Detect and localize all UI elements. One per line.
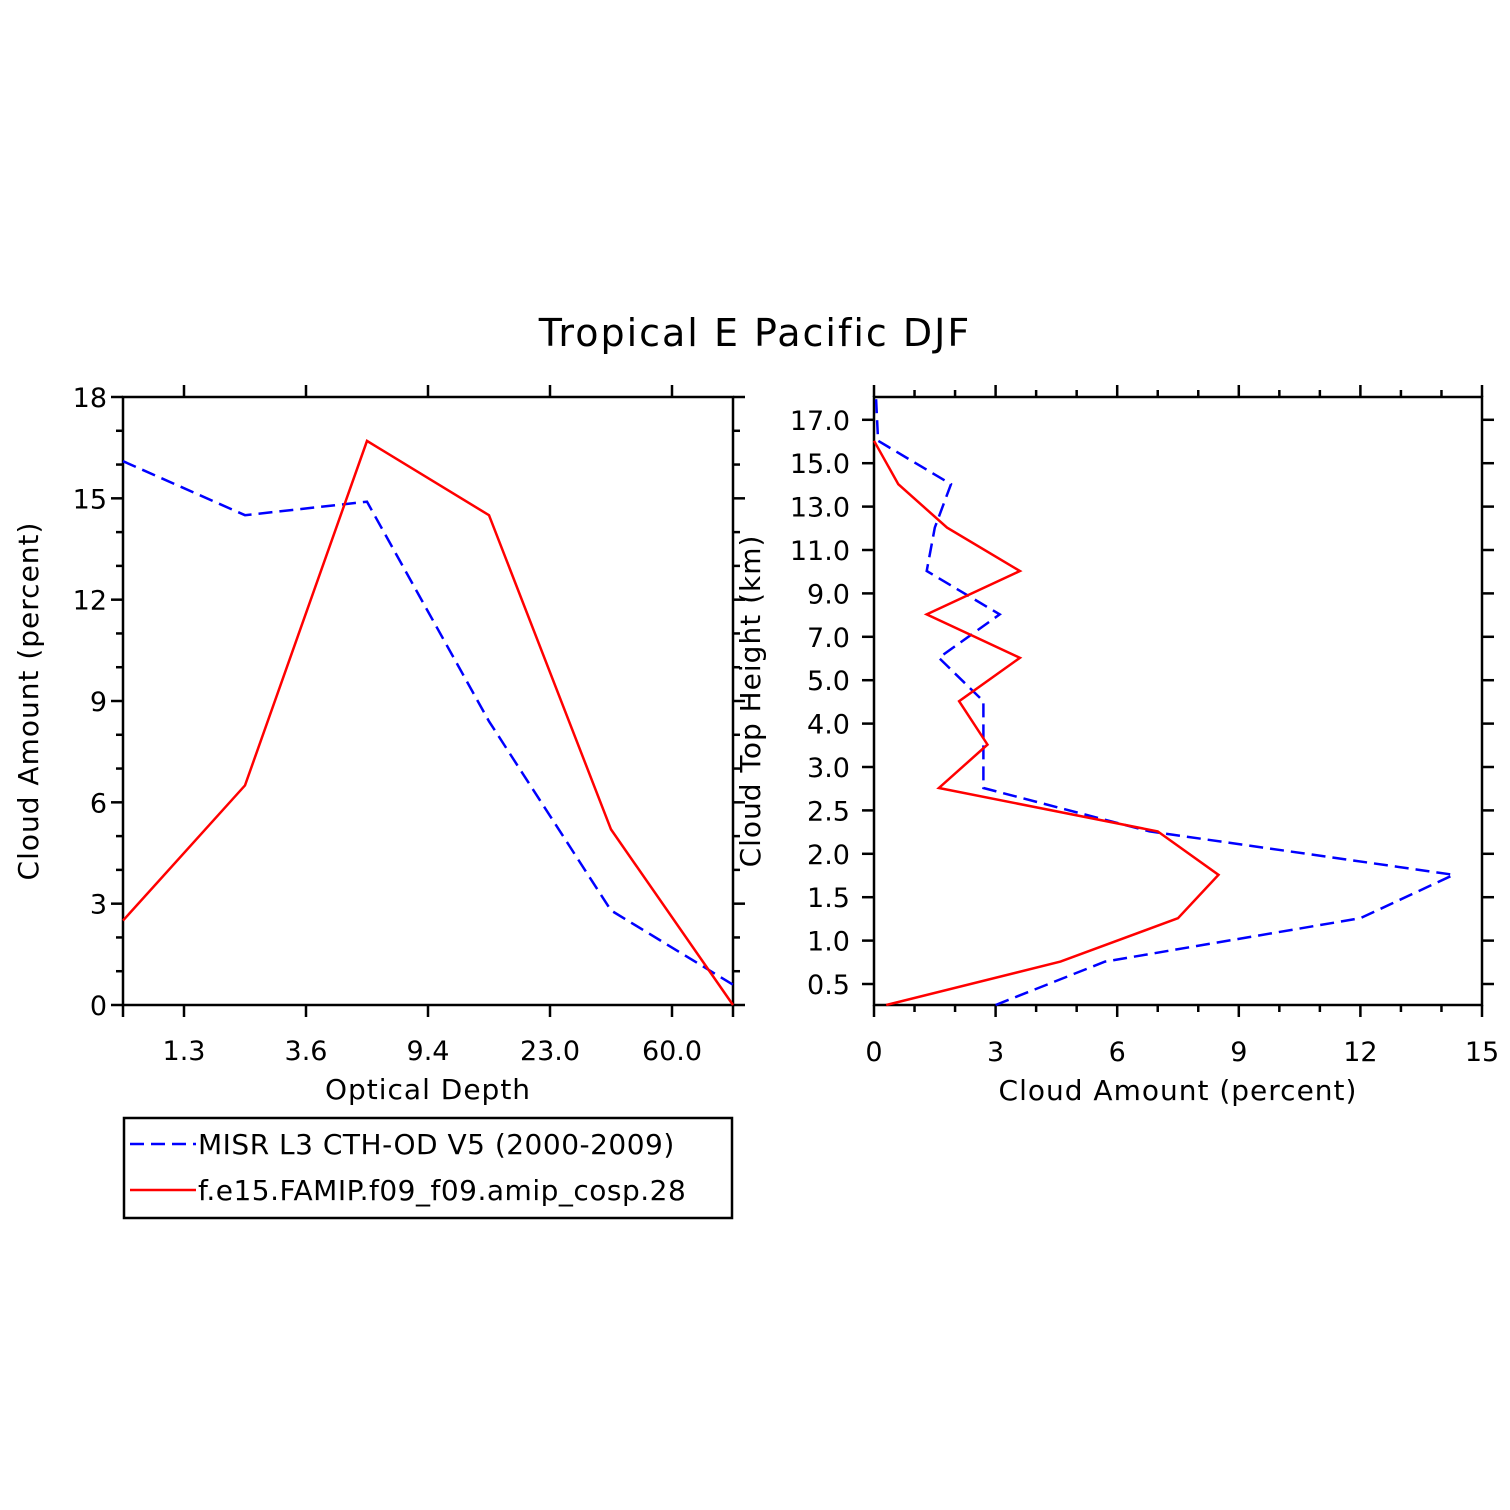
right-x-tick-label: 9: [1230, 1037, 1247, 1068]
right-y-tick-label: 11.0: [790, 536, 850, 567]
right-y-tick-label: 17.0: [790, 406, 850, 437]
right-x-tick-label: 0: [865, 1037, 882, 1068]
left-x-tick-label: 9.4: [407, 1036, 450, 1067]
right-y-tick-label: 9.0: [807, 579, 850, 610]
right-y-tick-label: 2.5: [807, 796, 850, 827]
right-x-tick-label: 6: [1109, 1037, 1126, 1068]
figure-title: Tropical E Pacific DJF: [538, 311, 971, 355]
left-plot-frame: [121, 395, 735, 1007]
right-y-tick-label: 1.0: [807, 927, 850, 958]
right-y-tick-label: 7.0: [807, 623, 850, 654]
right-y-tick-label: 0.5: [807, 970, 850, 1001]
left-series-misr-line: [122, 460, 734, 986]
right-y-axis-label: Cloud Top Height (km): [734, 535, 767, 868]
right-y-tick-label: 1.5: [807, 883, 850, 914]
right-series-model-line: [872, 440, 1221, 1007]
left-x-tick-label: 3.6: [285, 1036, 328, 1067]
right-axis-ticks: 0 3 6 9 12 15 0.5 1.0 1.5 2.0 2.5 3.0 4.0 5.0 7.0 9.0 11…: [790, 385, 1499, 1068]
left-y-tick-label: 12: [73, 586, 107, 617]
right-y-tick-label: 2.0: [807, 840, 850, 871]
right-y-tick-label: 5.0: [807, 666, 850, 697]
right-y-tick-label: 13.0: [790, 493, 850, 524]
cloud-top-height-panel: 0 3 6 9 12 15 0.5 1.0 1.5 2.0 2.5 3.0 4.0 5.0 7.0 9.0 11…: [734, 385, 1499, 1107]
right-y-tick-label: 3.0: [807, 753, 850, 784]
left-y-tick-label: 6: [90, 788, 107, 819]
left-y-tick-label: 9: [90, 687, 107, 718]
legend: MISR L3 CTH-OD V5 (2000-2009) f.e15.FAMI…: [122, 1116, 734, 1220]
right-x-axis-label: Cloud Amount (percent): [999, 1074, 1358, 1107]
right-x-tick-label: 15: [1465, 1037, 1499, 1068]
right-y-tick-label: 4.0: [807, 710, 850, 741]
left-x-tick-label: 1.3: [163, 1036, 206, 1067]
legend-label-model: f.e15.FAMIP.f09_f09.amip_cosp.28: [198, 1174, 686, 1207]
left-y-tick-label: 0: [90, 991, 107, 1022]
left-x-tick-label: 60.0: [642, 1036, 702, 1067]
optical-depth-panel: 0 3 6 9 12 15 18 1.3 3.6 9.4 23.0 60.0 Optical Dept…: [12, 383, 745, 1106]
right-plot-frame: [872, 395, 1484, 1007]
left-axis-ticks: 0 3 6 9 12 15 18 1.3 3.6 9.4 23.0 60.0: [73, 383, 745, 1067]
right-y-tick-label: 15.0: [790, 449, 850, 480]
left-y-tick-label: 3: [90, 890, 107, 921]
left-series-model-line: [122, 439, 735, 1006]
right-x-tick-label: 12: [1343, 1037, 1377, 1068]
left-x-axis-label: Optical Depth: [325, 1073, 531, 1106]
left-y-axis-label: Cloud Amount (percent): [12, 522, 45, 881]
left-y-tick-label: 18: [73, 383, 107, 414]
left-series-lines: [122, 439, 735, 1006]
left-x-tick-label: 23.0: [520, 1036, 580, 1067]
right-series-lines: [872, 397, 1458, 1007]
legend-label-misr: MISR L3 CTH-OD V5 (2000-2009): [198, 1128, 675, 1161]
left-y-tick-label: 15: [73, 484, 107, 515]
right-series-misr-line: [874, 397, 1458, 1007]
right-x-tick-label: 3: [987, 1037, 1004, 1068]
legend-box: [122, 1116, 734, 1220]
